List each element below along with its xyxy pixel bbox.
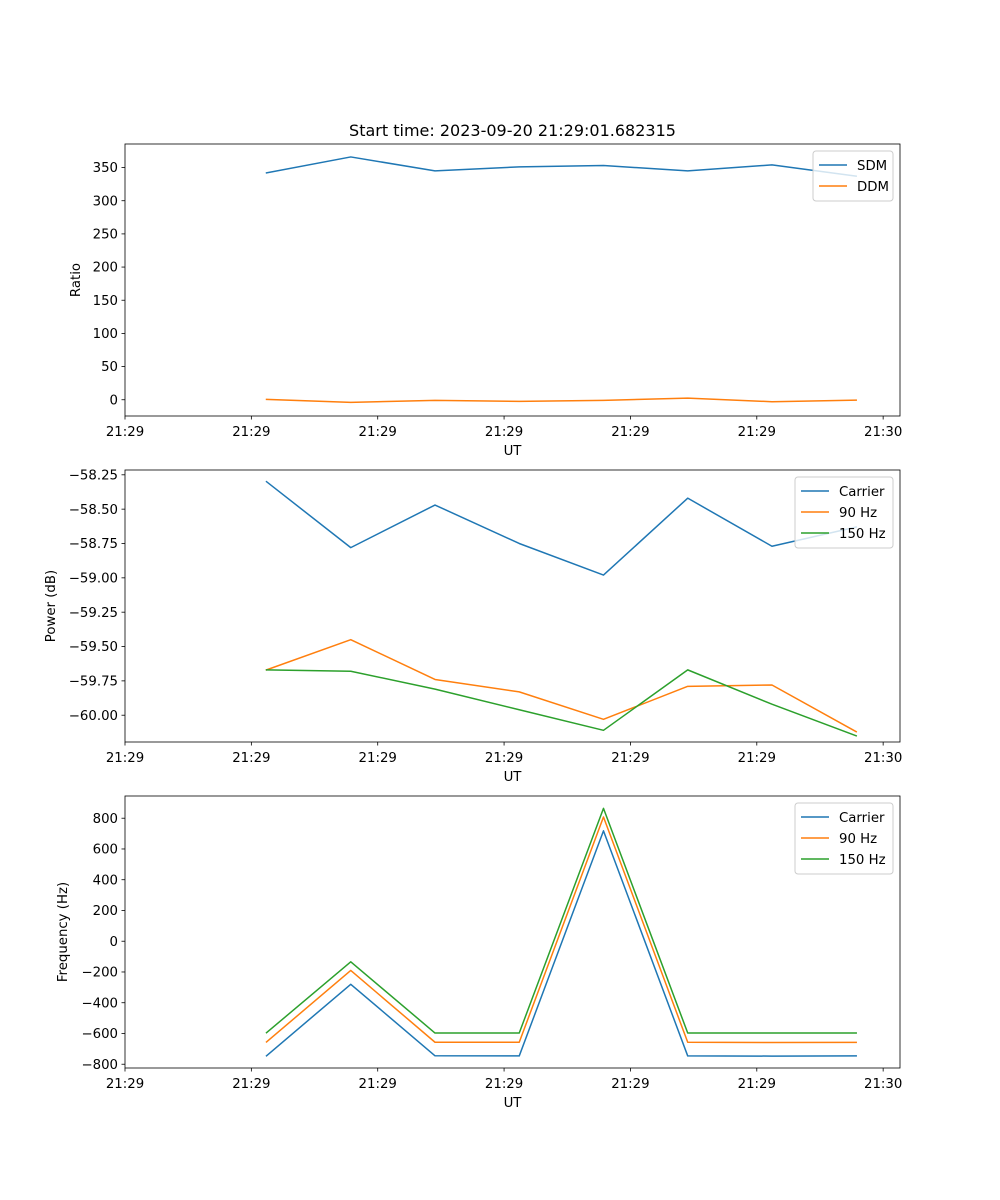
ratio-legend-label-ddm: DDM — [857, 180, 889, 195]
frequency-series-carrier-line — [265, 830, 857, 1057]
power-panel: 21:29 21:29 21:29 21:29 21:29 21:29 21:30 −60.0… — [44, 468, 902, 785]
ratio-x-tick-label: 21:30 — [864, 425, 902, 440]
ratio-panel: 21:29 21:29 21:29 21:29 21:29 21:29 21:30 0 50 10… — [69, 143, 902, 459]
ratio-y-tick-label: 150 — [93, 294, 118, 309]
frequency-y-tick-label: 200 — [93, 904, 118, 919]
frequency-x-tick-label: 21:29 — [485, 1077, 523, 1092]
ratio-y-tick-label: 0 — [110, 393, 118, 408]
ratio-x-tick-label: 21:29 — [738, 425, 776, 440]
power-axes-frame — [124, 469, 901, 743]
frequency-y-tick-label: 600 — [93, 843, 118, 858]
ratio-x-tick-label: 21:29 — [359, 425, 397, 440]
ratio-y-tick-label: 300 — [93, 194, 118, 209]
power-x-tick-label: 21:29 — [359, 751, 397, 766]
ratio-series-sdm-line — [265, 156, 858, 178]
power-x-tick-label: 21:29 — [611, 751, 649, 766]
frequency-x-tick-label: 21:29 — [359, 1077, 397, 1092]
frequency-panel: 21:29 21:29 21:29 21:29 21:29 21:29 21:30 −800 −… — [56, 795, 902, 1111]
power-x-tick-label: 21:30 — [864, 751, 902, 766]
frequency-series-90-hz-line — [265, 816, 857, 1044]
power-legend-label-150-hz: 150 Hz — [839, 527, 886, 542]
power-y-tick-label: −59.75 — [69, 674, 118, 689]
power-y-axis-label: Power (dB) — [44, 570, 59, 642]
ratio-x-tick-label: 21:29 — [485, 425, 523, 440]
ratio-x-tick-label: 21:29 — [106, 425, 144, 440]
frequency-y-tick-label: −200 — [81, 966, 118, 981]
frequency-y-axis-label: Frequency (Hz) — [56, 882, 71, 982]
frequency-y-tick-label: 400 — [93, 873, 118, 888]
ratio-y-tick-label: 50 — [101, 360, 118, 375]
ratio-legend-box — [812, 150, 894, 202]
power-y-tick-label: −58.50 — [69, 503, 118, 518]
power-y-tick-label: −58.25 — [69, 468, 118, 483]
power-series-carrier-line — [265, 480, 858, 576]
frequency-legend-label-150-hz: 150 Hz — [839, 853, 886, 868]
power-x-tick-label: 21:29 — [106, 751, 144, 766]
ratio-legend-label-sdm: SDM — [857, 159, 887, 174]
frequency-legend-label-90-hz: 90 Hz — [839, 832, 877, 847]
power-series-150-hz-line — [265, 669, 858, 737]
frequency-y-tick-label: −600 — [81, 1027, 118, 1042]
frequency-series-150-hz-line — [265, 807, 857, 1034]
frequency-x-tick-label: 21:29 — [611, 1077, 649, 1092]
ratio-y-tick-label: 250 — [93, 227, 118, 242]
ratio-y-tick-label: 350 — [93, 161, 118, 176]
frequency-y-tick-label: −800 — [81, 1058, 118, 1073]
power-legend: Carrier 90 Hz 150 Hz — [794, 476, 894, 549]
power-legend-label-carrier: Carrier — [839, 485, 885, 500]
frequency-x-tick-label: 21:30 — [864, 1077, 902, 1092]
frequency-x-tick-label: 21:29 — [232, 1077, 270, 1092]
frequency-y-tick-label: −400 — [81, 996, 118, 1011]
power-legend-label-90-hz: 90 Hz — [839, 506, 877, 521]
ratio-y-axis-label: Ratio — [69, 263, 84, 297]
frequency-axes-frame — [124, 795, 901, 1069]
frequency-y-tick-label: 800 — [93, 812, 118, 827]
frequency-x-tick-label: 21:29 — [106, 1077, 144, 1092]
power-y-tick-label: −59.25 — [69, 606, 118, 621]
frequency-legend-box — [794, 802, 894, 875]
frequency-y-tick-label: 0 — [110, 935, 118, 950]
ratio-x-tick-label: 21:29 — [611, 425, 649, 440]
frequency-x-axis-label: UT — [504, 1096, 523, 1111]
power-x-tick-label: 21:29 — [232, 751, 270, 766]
ratio-x-axis-label: UT — [504, 444, 523, 459]
power-x-tick-label: 21:29 — [485, 751, 523, 766]
power-x-axis-label: UT — [504, 770, 523, 785]
ratio-legend: SDM DDM — [812, 150, 894, 202]
ratio-axes-frame — [124, 143, 901, 417]
chart-title: Start time: 2023-09-20 21:29:01.682315 — [349, 121, 676, 140]
ratio-series-ddm-line — [265, 397, 857, 404]
power-x-tick-label: 21:29 — [738, 751, 776, 766]
frequency-x-tick-label: 21:29 — [738, 1077, 776, 1092]
frequency-legend-label-carrier: Carrier — [839, 811, 885, 826]
ratio-y-tick-label: 200 — [93, 261, 118, 276]
power-series-90-hz-line — [265, 638, 858, 733]
ratio-x-tick-label: 21:29 — [232, 425, 270, 440]
power-legend-box — [794, 476, 894, 549]
power-y-tick-label: −59.00 — [69, 571, 118, 586]
power-y-tick-label: −58.75 — [69, 537, 118, 552]
frequency-legend: Carrier 90 Hz 150 Hz — [794, 802, 894, 875]
power-y-tick-label: −59.50 — [69, 640, 118, 655]
ratio-y-tick-label: 100 — [93, 327, 118, 342]
power-y-tick-label: −60.00 — [69, 709, 118, 724]
